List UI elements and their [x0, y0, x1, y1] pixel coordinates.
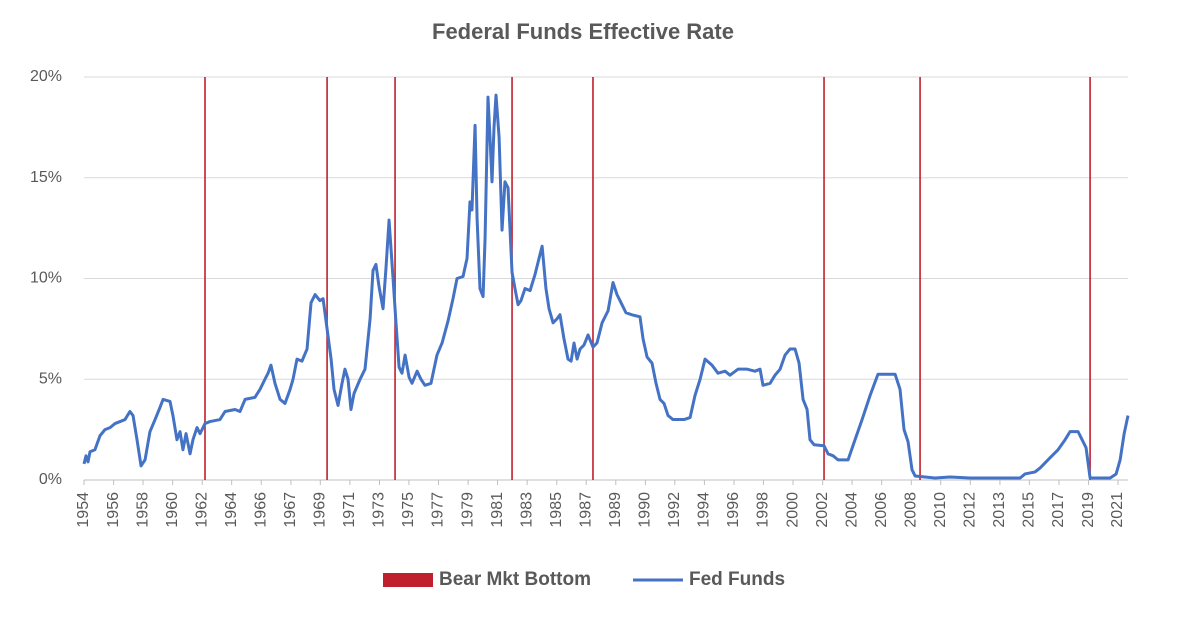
- x-tick-label: 1992: [666, 492, 683, 528]
- x-tick-label: 2004: [843, 492, 860, 528]
- x-tick-label: 2013: [991, 492, 1008, 528]
- x-tick-label: 1964: [223, 492, 240, 528]
- x-tick-label: 1996: [725, 492, 742, 528]
- y-tick-label: 10%: [30, 270, 62, 287]
- x-tick-label: 1954: [75, 492, 92, 528]
- x-tick-label: 2012: [962, 492, 979, 528]
- y-tick-label: 5%: [39, 370, 62, 387]
- x-tick-label: 1981: [489, 492, 506, 528]
- x-tick-label: 2021: [1109, 492, 1126, 528]
- x-tick-label: 1969: [312, 492, 329, 528]
- x-tick-label: 1971: [341, 492, 358, 528]
- x-tick-label: 1977: [430, 492, 447, 528]
- x-tick-label: 1983: [518, 492, 535, 528]
- x-tick-label: 1966: [252, 492, 269, 528]
- legend-label: Fed Funds: [689, 569, 785, 590]
- x-tick-label: 2017: [1050, 492, 1067, 528]
- x-tick-label: 1979: [459, 492, 476, 528]
- x-tick-label: 1994: [696, 492, 713, 528]
- x-tick-label: 2010: [932, 492, 949, 528]
- x-tick-label: 1960: [164, 492, 181, 528]
- x-tick-label: 1958: [134, 492, 151, 528]
- x-tick-label: 1975: [400, 492, 417, 528]
- x-tick-label: 2015: [1021, 492, 1038, 528]
- legend-label: Bear Mkt Bottom: [439, 569, 591, 590]
- x-tick-label: 2008: [902, 492, 919, 528]
- y-tick-label: 15%: [30, 169, 62, 186]
- x-tick-label: 1985: [548, 492, 565, 528]
- legend-swatch: [383, 573, 433, 587]
- x-tick-label: 1973: [371, 492, 388, 528]
- x-tick-label: 1962: [193, 492, 210, 528]
- x-tick-label: 1987: [577, 492, 594, 528]
- x-tick-label: 1990: [637, 492, 654, 528]
- fed-funds-line: [82, 93, 1130, 480]
- x-tick-label: 1989: [607, 492, 624, 528]
- x-tick-label: 1967: [282, 492, 299, 528]
- x-tick-label: 2002: [814, 492, 831, 528]
- x-tick-label: 2006: [873, 492, 890, 528]
- x-tick-label: 2019: [1080, 492, 1097, 528]
- x-tick-label: 2000: [784, 492, 801, 528]
- x-tick-label: 1998: [755, 492, 772, 528]
- x-tick-label: 1956: [105, 492, 122, 528]
- y-tick-label: 20%: [30, 68, 62, 85]
- y-tick-label: 0%: [39, 471, 62, 488]
- chart-title: Federal Funds Effective Rate: [432, 19, 734, 44]
